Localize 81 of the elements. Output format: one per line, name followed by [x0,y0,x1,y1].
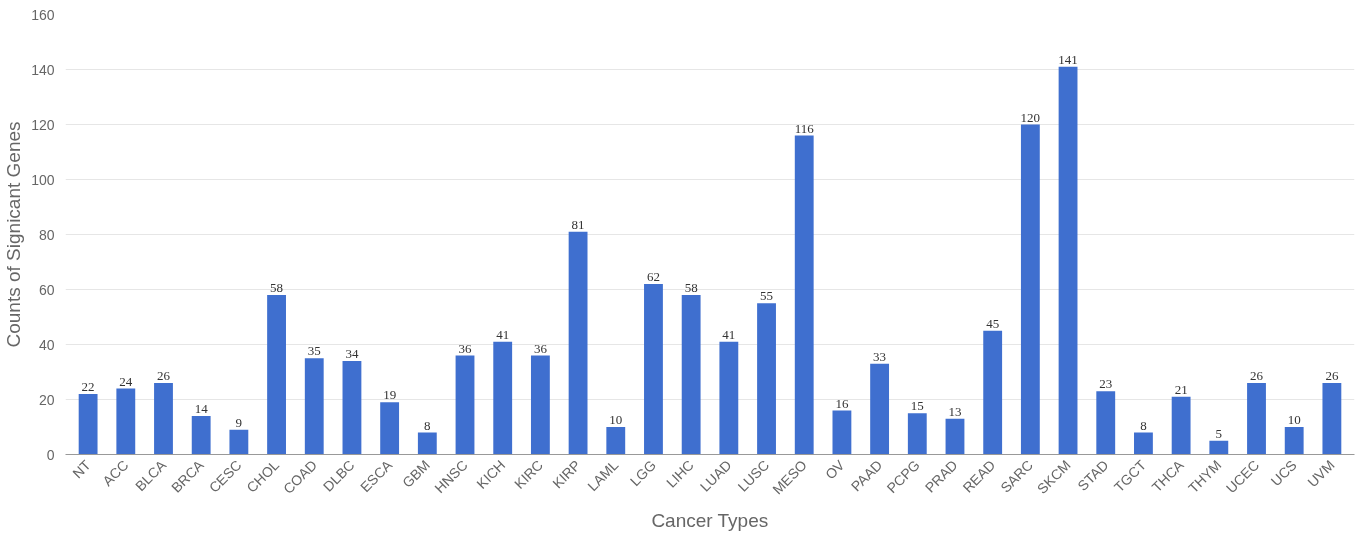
y-tick-label: 120 [31,116,55,133]
x-tick-label: NT [69,456,95,482]
bar [191,416,211,455]
bar [606,427,626,455]
bar [1284,427,1304,455]
data-label: 13 [948,403,962,419]
bar [1247,383,1266,455]
data-label: 8 [1140,417,1147,433]
bar [1058,66,1078,455]
bar [681,295,701,455]
data-label: 15 [910,398,924,414]
data-label: 10 [1287,412,1301,427]
y-tick-label: 140 [31,61,55,78]
bar [380,402,400,455]
bar [267,295,286,455]
bar [794,135,814,455]
data-label: 26 [1250,368,1264,383]
data-label: 36 [533,340,548,356]
bar [417,432,437,455]
bar [78,394,98,455]
y-tick-label: 100 [31,171,55,188]
bar [1096,391,1116,455]
bar [154,383,173,455]
bar [907,413,927,455]
data-label: 41 [722,326,736,342]
data-label: 58 [270,280,284,295]
data-label: 58 [684,280,698,295]
data-label: 19 [383,387,397,403]
bar [229,429,249,455]
bar [304,358,324,455]
bar [983,330,1003,455]
data-label: 62 [646,269,660,284]
bar [568,231,588,455]
bar [455,355,475,455]
data-label: 41 [496,326,510,342]
bar [1322,383,1342,455]
data-label: 9 [235,414,243,430]
data-label: 55 [760,288,774,304]
bar [832,410,852,455]
bar [493,341,513,455]
bar [870,363,890,455]
data-label: 45 [986,315,1000,331]
bar [945,418,965,455]
y-axis-title: Counts of Signicant Genes [3,121,25,348]
data-label: 26 [156,368,171,383]
data-label: 24 [119,373,133,389]
x-tick-label: OV [821,456,849,483]
data-label: 8 [424,417,431,433]
data-label: 141 [1058,51,1078,67]
bar [1171,396,1191,455]
data-label: 5 [1215,425,1223,441]
data-label: 16 [835,395,849,411]
bar [530,355,550,455]
bar [757,303,776,455]
bar [719,341,739,455]
bar [116,388,136,455]
bar [1209,440,1229,455]
data-label: 81 [571,216,585,232]
y-tick-label: 20 [38,391,55,408]
bar [1020,124,1040,455]
y-tick-label: 60 [38,281,55,298]
data-label: 14 [194,401,209,416]
data-label: 36 [458,340,473,356]
data-label: 33 [873,348,887,364]
data-label: 116 [794,120,815,136]
data-label: 26 [1325,368,1339,383]
bar [644,284,663,455]
y-tick-label: 160 [31,6,55,23]
data-label: 120 [1020,109,1041,125]
bar [1134,432,1153,455]
y-tick-label: 0 [46,446,55,463]
data-label: 35 [307,343,321,359]
data-label: 10 [609,412,623,427]
data-label: 34 [345,346,359,361]
y-tick-label: 40 [38,336,55,353]
x-axis-title: Cancer Types [651,509,769,531]
bar [342,361,362,455]
y-tick-label: 80 [38,226,55,243]
data-label: 23 [1099,376,1113,392]
data-label: 21 [1174,381,1188,397]
data-label: 22 [81,379,95,394]
